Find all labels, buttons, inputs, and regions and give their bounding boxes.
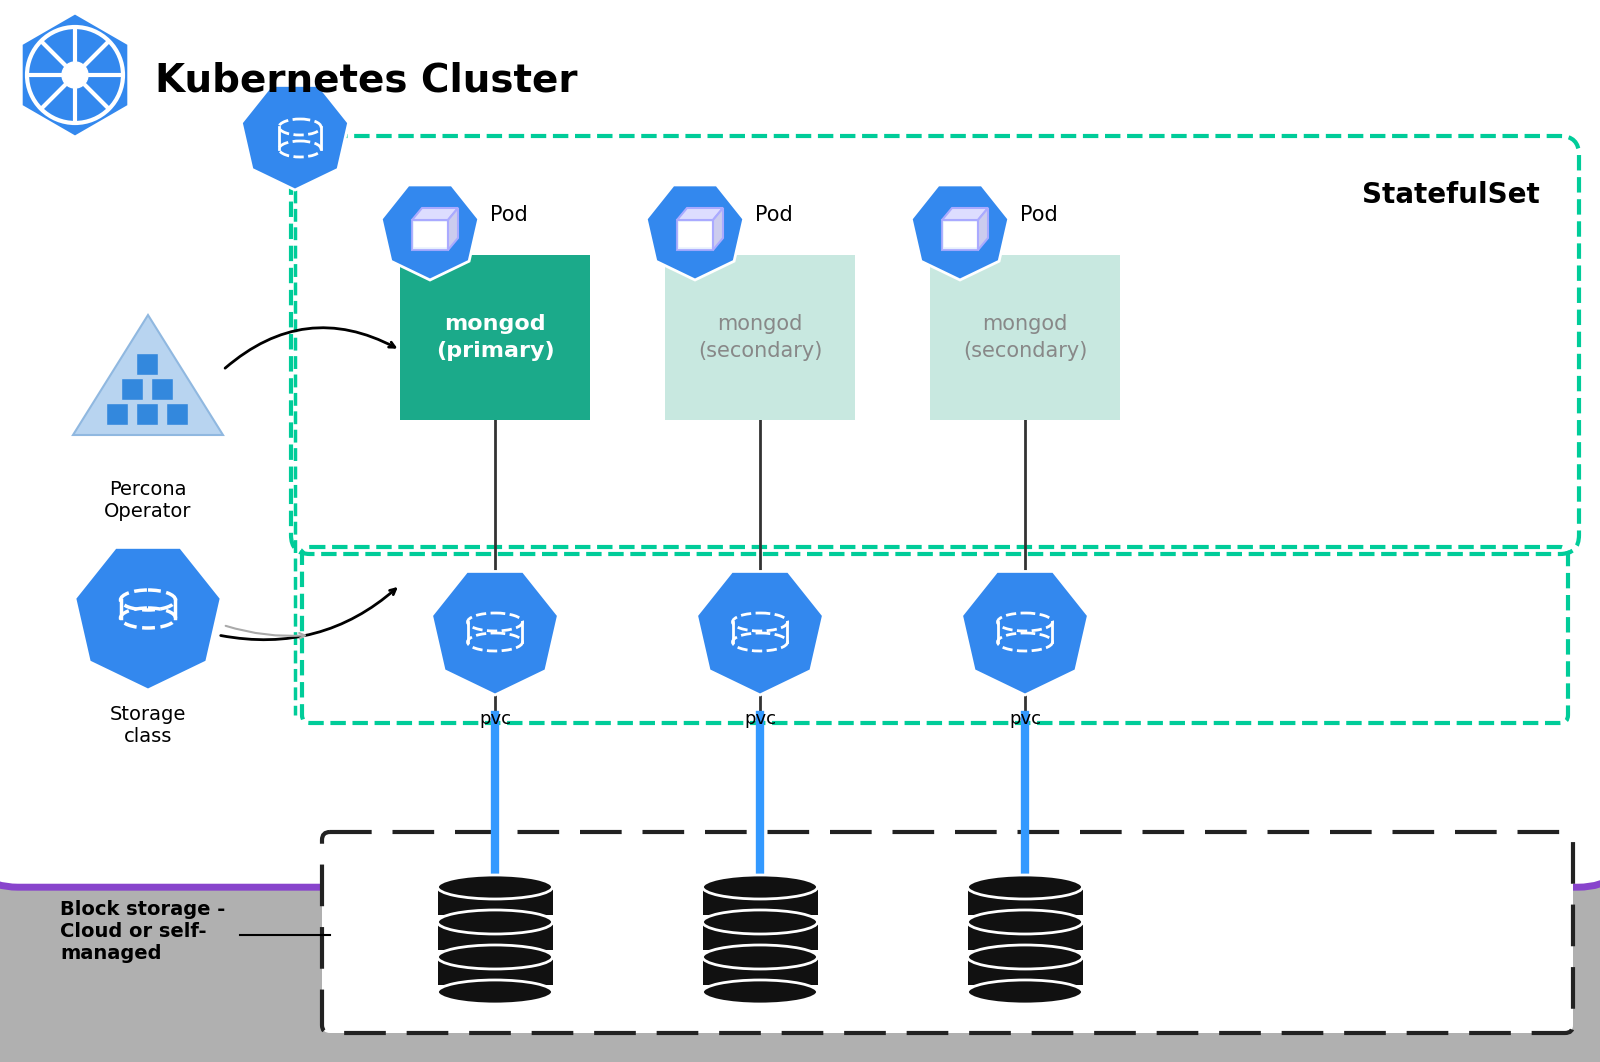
Polygon shape (942, 208, 989, 220)
Ellipse shape (702, 910, 818, 933)
Ellipse shape (437, 875, 552, 900)
FancyBboxPatch shape (0, 0, 1600, 887)
FancyBboxPatch shape (438, 887, 554, 915)
Ellipse shape (968, 910, 1083, 933)
Text: pvc: pvc (478, 710, 510, 727)
Polygon shape (21, 13, 128, 137)
FancyBboxPatch shape (166, 402, 189, 425)
Ellipse shape (968, 875, 1083, 900)
FancyBboxPatch shape (122, 378, 142, 400)
Ellipse shape (968, 980, 1083, 1004)
FancyBboxPatch shape (438, 957, 554, 984)
Text: Pod: Pod (490, 205, 528, 225)
Text: pvc: pvc (1010, 710, 1042, 727)
Polygon shape (944, 222, 976, 246)
Polygon shape (74, 315, 222, 435)
FancyBboxPatch shape (968, 922, 1083, 950)
Text: Storage
class: Storage class (110, 705, 186, 746)
FancyBboxPatch shape (150, 378, 173, 400)
FancyBboxPatch shape (968, 887, 1083, 915)
Text: Pod: Pod (755, 205, 792, 225)
Polygon shape (448, 208, 458, 250)
FancyBboxPatch shape (930, 255, 1120, 419)
Polygon shape (75, 547, 221, 690)
Text: mongod
(primary): mongod (primary) (435, 314, 554, 361)
Text: mongod
(secondary): mongod (secondary) (963, 314, 1086, 361)
Polygon shape (381, 185, 478, 280)
Polygon shape (677, 208, 723, 220)
Polygon shape (696, 571, 824, 695)
FancyBboxPatch shape (702, 922, 818, 950)
Polygon shape (714, 208, 723, 250)
Polygon shape (646, 185, 744, 280)
Text: Kubernetes Cluster: Kubernetes Cluster (155, 61, 578, 99)
Polygon shape (978, 208, 989, 250)
Ellipse shape (702, 980, 818, 1004)
Text: Percona
Operator: Percona Operator (104, 480, 192, 521)
FancyBboxPatch shape (942, 220, 978, 250)
Text: Block storage -
Cloud or self-
managed: Block storage - Cloud or self- managed (61, 900, 226, 963)
Ellipse shape (702, 875, 818, 900)
FancyBboxPatch shape (677, 220, 714, 250)
FancyBboxPatch shape (136, 402, 158, 425)
Text: Pod: Pod (1021, 205, 1058, 225)
Text: StatefulSet: StatefulSet (1362, 181, 1539, 209)
Polygon shape (242, 85, 349, 190)
Polygon shape (678, 222, 710, 246)
Text: mongod
(secondary): mongod (secondary) (698, 314, 822, 361)
Polygon shape (962, 571, 1088, 695)
FancyBboxPatch shape (322, 832, 1573, 1033)
Polygon shape (413, 208, 458, 220)
FancyBboxPatch shape (666, 255, 854, 419)
FancyBboxPatch shape (413, 220, 448, 250)
FancyBboxPatch shape (438, 922, 554, 950)
FancyBboxPatch shape (702, 957, 818, 984)
Polygon shape (414, 222, 446, 246)
Ellipse shape (437, 945, 552, 969)
Ellipse shape (968, 945, 1083, 969)
Polygon shape (432, 571, 558, 695)
FancyBboxPatch shape (106, 402, 128, 425)
Text: pvc: pvc (744, 710, 776, 727)
Ellipse shape (702, 945, 818, 969)
Ellipse shape (437, 910, 552, 933)
FancyBboxPatch shape (136, 353, 158, 375)
FancyBboxPatch shape (968, 957, 1083, 984)
Circle shape (62, 62, 88, 88)
FancyBboxPatch shape (702, 887, 818, 915)
FancyBboxPatch shape (400, 255, 590, 419)
Ellipse shape (437, 980, 552, 1004)
Polygon shape (912, 185, 1008, 280)
